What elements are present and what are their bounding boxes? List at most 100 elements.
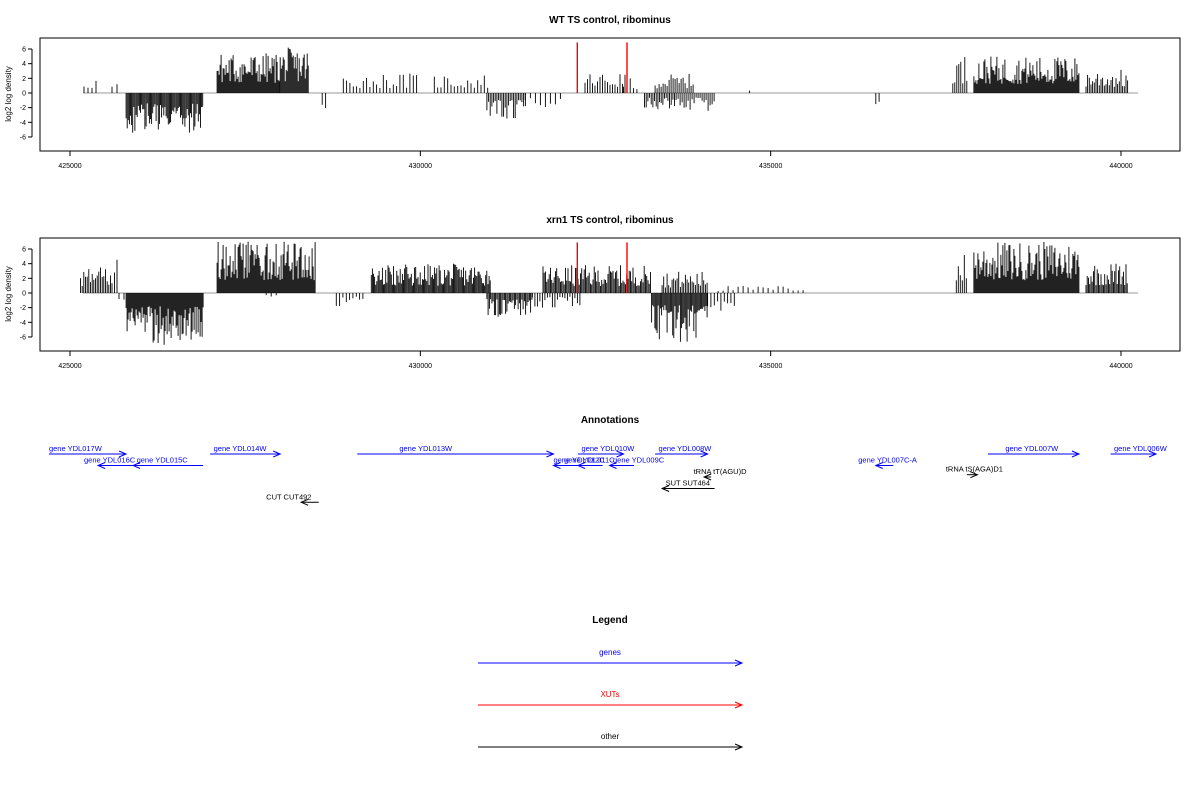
feature-label: gene YDL011C — [564, 456, 615, 465]
arrow-right-icon — [734, 701, 744, 709]
feature-label: gene YDL007W — [1005, 444, 1059, 453]
annotation-feature[interactable]: gene YDL010W — [577, 444, 635, 458]
annotation-feature[interactable]: gene YDL016C — [84, 456, 136, 469]
feature-label: tRNA tT(AGU)D — [694, 467, 748, 476]
annotation-feature[interactable]: gene YDL006W — [1110, 444, 1168, 458]
feature-label: gene YDL010W — [581, 444, 635, 453]
arrow-left-icon — [552, 462, 561, 469]
arrow-right-icon — [700, 450, 709, 458]
annotation-feature[interactable]: gene YDL009C — [608, 456, 665, 469]
xrn1-bars — [80, 241, 1128, 345]
wt-plot-frame — [39, 37, 1181, 152]
legend-item: genes — [478, 648, 744, 667]
wt-panel-title: WT TS control, ribominus — [549, 15, 671, 26]
y-tick-label: 2 — [22, 76, 26, 83]
y-tick-label: 2 — [22, 276, 26, 283]
annotation-feature[interactable]: SUT SUT464 — [660, 479, 715, 492]
feature-label: SUT SUT464 — [666, 479, 710, 488]
x-tick-label: 440000 — [1109, 363, 1132, 370]
x-tick-label: 430000 — [409, 363, 432, 370]
annotation-feature[interactable]: gene YDL007C-A — [858, 456, 917, 469]
arrow-right-icon — [616, 450, 625, 458]
xrn1-x-axis: 425000 430000 435000 440000 — [58, 350, 1133, 370]
feature-label: gene YDL014W — [214, 444, 268, 453]
arrow-left-icon — [702, 473, 712, 481]
annotations-title: Annotations — [581, 415, 640, 426]
y-tick-label: 0 — [22, 91, 26, 98]
wt-y-axis-label: log2 log density — [4, 66, 13, 122]
feature-label: gene YDL016C — [84, 456, 136, 465]
arrow-left-icon — [96, 462, 106, 469]
legend: Legend genes XUTs other — [478, 615, 744, 751]
xrn1-panel-title: xrn1 TS control, ribominus — [546, 215, 674, 226]
arrow-left-icon — [576, 462, 586, 469]
x-tick-label: 425000 — [58, 363, 81, 370]
legend-item-label: genes — [599, 648, 621, 657]
feature-label: gene YDL008W — [659, 444, 713, 453]
y-tick-label: 4 — [22, 61, 26, 68]
arrow-left-icon — [608, 462, 617, 469]
legend-items: genes XUTs other — [478, 648, 744, 751]
feature-label: gene YDL017W — [49, 444, 103, 453]
feature-label: CUT CUT492 — [266, 492, 311, 501]
feature-label: gene YDL007C-A — [858, 456, 917, 465]
wt-y-axis: 6 4 2 0 -2 -4 -6 — [20, 47, 33, 141]
annotation-feature[interactable]: gene YDL013W — [357, 444, 555, 458]
arrow-right-icon — [546, 450, 555, 458]
arrow-left-icon — [874, 462, 883, 469]
arrow-right-icon — [970, 471, 979, 479]
wt-xut-markers — [576, 42, 628, 93]
y-tick-label: 6 — [22, 247, 26, 254]
feature-label: gene YDL009C — [613, 456, 665, 465]
xrn1-y-axis: 6 4 2 0 -2 -4 -6 — [20, 247, 33, 341]
x-tick-label: 430000 — [409, 163, 432, 170]
arrow-right-icon — [734, 743, 744, 751]
wt-x-axis: 425000 430000 435000 440000 — [58, 150, 1133, 170]
y-tick-label: -6 — [20, 334, 26, 341]
annotation-feature[interactable]: tRNA tT(AGU)D — [694, 467, 748, 481]
y-tick-label: -4 — [20, 120, 26, 127]
annotation-feature[interactable]: gene YDL014W — [210, 444, 282, 458]
arrow-right-icon — [273, 450, 282, 458]
arrow-left-icon — [299, 498, 309, 506]
legend-item-label: other — [601, 732, 620, 741]
feature-label: gene YDL013W — [399, 444, 453, 453]
y-tick-label: -4 — [20, 320, 26, 327]
wt-bars — [83, 47, 1129, 133]
xrn1-y-axis-label: log2 log density — [4, 266, 13, 322]
annotation-feature[interactable]: gene YDL008W — [655, 444, 713, 458]
y-tick-label: 6 — [22, 47, 26, 54]
y-tick-label: -2 — [20, 305, 26, 312]
annotation-feature[interactable]: tRNA tS(AGA)D1 — [946, 465, 1003, 479]
annotation-feature[interactable]: gene YDL015C — [131, 456, 204, 469]
y-tick-label: 4 — [22, 261, 26, 268]
wt-density-panel: WT TS control, ribominus 6 4 2 0 -2 -4 -6 4250… — [4, 15, 1181, 170]
x-tick-label: 440000 — [1109, 163, 1132, 170]
arrow-right-icon — [1148, 450, 1158, 458]
annotation-features: gene YDL017W gene YDL016C gene YDL015C gene… — [48, 444, 1168, 506]
annotation-feature[interactable]: gene YDL007W — [987, 444, 1081, 458]
legend-item: XUTs — [478, 690, 744, 709]
legend-item: other — [478, 732, 744, 751]
arrow-left-icon — [131, 462, 141, 469]
annotation-feature[interactable]: gene YDL011C — [564, 456, 615, 469]
feature-label: tRNA tS(AGA)D1 — [946, 465, 1003, 474]
arrow-right-icon — [734, 659, 744, 667]
xrn1-density-panel: xrn1 TS control, ribominus 6 4 2 0 -2 -4 -6 42… — [4, 215, 1181, 370]
arrow-right-icon — [118, 450, 128, 458]
x-tick-label: 425000 — [58, 163, 81, 170]
y-tick-label: -6 — [20, 134, 26, 141]
feature-label: gene YDL015C — [137, 456, 189, 465]
legend-title: Legend — [592, 615, 628, 626]
annotation-feature[interactable]: gene YDL017W — [48, 444, 128, 458]
legend-item-label: XUTs — [600, 690, 619, 699]
arrow-right-icon — [1071, 450, 1081, 458]
x-tick-label: 435000 — [759, 363, 782, 370]
y-tick-label: -2 — [20, 105, 26, 112]
annotation-feature[interactable]: CUT CUT492 — [266, 492, 319, 506]
x-tick-label: 435000 — [759, 163, 782, 170]
feature-label: gene YDL006W — [1114, 444, 1168, 453]
feature-label: gene YDL012C — [553, 456, 605, 465]
